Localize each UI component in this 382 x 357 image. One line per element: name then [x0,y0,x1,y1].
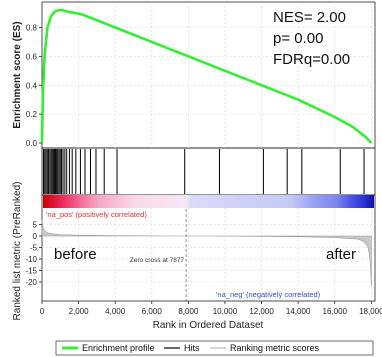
top-grid [42,2,375,148]
legend-label-enrichment: Enrichment profile [82,343,155,353]
bottom-y-ticks: 5 0 -5 -10 -15 -20 [25,221,42,287]
xtick-label-7: 14,000 [286,307,311,316]
pos-correlated-label: 'na_pos' (positively correlated) [46,210,147,219]
bottom-ytick-label-2: -5 [30,244,38,253]
bottom-y-axis-title: Ranked list metric (PreRanked) [12,182,23,321]
top-y-ticks: 0.0 0.2 0.4 0.6 0.8 [26,24,42,148]
top-ytick-label-0: 0.0 [26,139,38,148]
xtick-label-4: 8,000 [178,307,199,316]
bottom-ytick-label-5: -20 [25,278,37,287]
top-ytick-label-2: 0.4 [26,81,38,90]
neg-correlated-label: 'na_neg' (negatively correlated) [216,290,321,299]
stat-fdrq: FDRq=0.00 [273,51,350,68]
zero-cross-label: Zero cross at 7877 [130,257,185,264]
top-ytick-label-1: 0.2 [26,110,38,119]
before-label: before [54,246,97,263]
top-ytick-label-4: 0.8 [26,24,38,33]
top-ytick-label-3: 0.6 [26,52,38,61]
ranking-heatmap-bar [43,195,374,208]
xtick-label-5: 10,000 [213,307,238,316]
hits-panel-frame [41,147,376,196]
xtick-label-6: 12,000 [249,307,274,316]
enrichment-profile [40,8,373,144]
xtick-label-2: 4,000 [105,307,126,316]
xtick-label-3: 6,000 [142,307,163,316]
xtick-label-8: 16,000 [323,307,348,316]
after-label: after [326,246,356,263]
bottom-ytick-label-1: 0 [33,232,38,241]
enrichment-profile-line [40,8,373,144]
bottom-ytick-label-4: -15 [25,267,37,276]
bottom-ytick-label-3: -10 [25,255,37,264]
top-y-axis-title: Enrichment score (ES) [12,21,23,128]
bottom-x-ticks: 0 2,000 4,000 6,000 8,000 10,000 12,000 14,000 1… [40,301,382,316]
x-axis-title: Rank in Ordered Dataset [153,320,264,331]
stat-nes: NES= 2.00 [273,9,346,26]
legend-label-metric: Ranking metric scores [230,343,320,353]
legend-label-hits: Hits [184,343,200,353]
xtick-label-9: 18,000 [359,307,382,316]
stat-p: p= 0.00 [273,30,323,47]
legend: Enrichment profile Hits Ranking metric s… [55,340,374,356]
xtick-label-0: 0 [40,307,45,316]
xtick-label-1: 2,000 [69,307,90,316]
hit-lines [42,149,365,194]
bottom-ytick-label-0: 5 [33,221,38,230]
